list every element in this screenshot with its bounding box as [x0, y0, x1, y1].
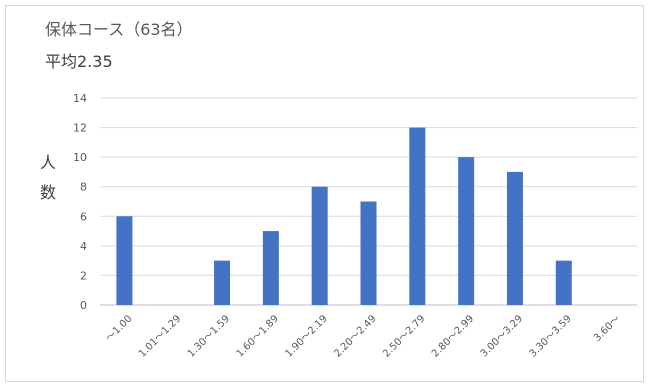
- bar: [262, 231, 279, 305]
- y-tick-label: 0: [80, 299, 87, 312]
- chart-subtitle: 平均2.35: [45, 52, 113, 71]
- x-tick-label: 3.60～: [592, 313, 623, 344]
- y-tick-label: 4: [80, 240, 87, 253]
- bar: [360, 201, 377, 305]
- y-axis-label-char: 人: [39, 153, 56, 172]
- bar: [555, 260, 572, 305]
- bar: [458, 157, 475, 305]
- x-tick-label: 1.90～2.19: [283, 313, 329, 359]
- y-tick-label: 8: [80, 181, 87, 194]
- bar: [506, 171, 523, 305]
- y-axis-label-char: 数: [39, 183, 56, 202]
- y-tick-label: 12: [73, 122, 87, 135]
- chart-title: 保体コース（63名）: [45, 20, 193, 39]
- x-tick-label: 1.60～1.89: [235, 313, 281, 359]
- x-tick-label: 1.30～1.59: [186, 313, 232, 359]
- bar: [409, 127, 426, 305]
- x-tick-label: ～1.00: [104, 313, 135, 344]
- y-axis-label: 人数: [38, 148, 58, 208]
- bar: [214, 260, 231, 305]
- y-tick-label: 6: [80, 210, 87, 223]
- x-tick-label: 3.30～3.59: [528, 313, 574, 359]
- x-tick-label: 2.50～2.79: [381, 313, 427, 359]
- y-tick-label: 10: [73, 151, 87, 164]
- x-tick-label: 2.20～2.49: [332, 313, 378, 359]
- x-tick-label: 3.00～3.29: [479, 313, 525, 359]
- x-tick-label: 2.80～2.99: [430, 313, 476, 359]
- bar: [116, 216, 133, 305]
- bar: [311, 186, 328, 305]
- x-tick-label: 1.01～1.29: [137, 313, 183, 359]
- y-tick-label: 2: [80, 269, 87, 282]
- y-tick-label: 14: [73, 92, 87, 105]
